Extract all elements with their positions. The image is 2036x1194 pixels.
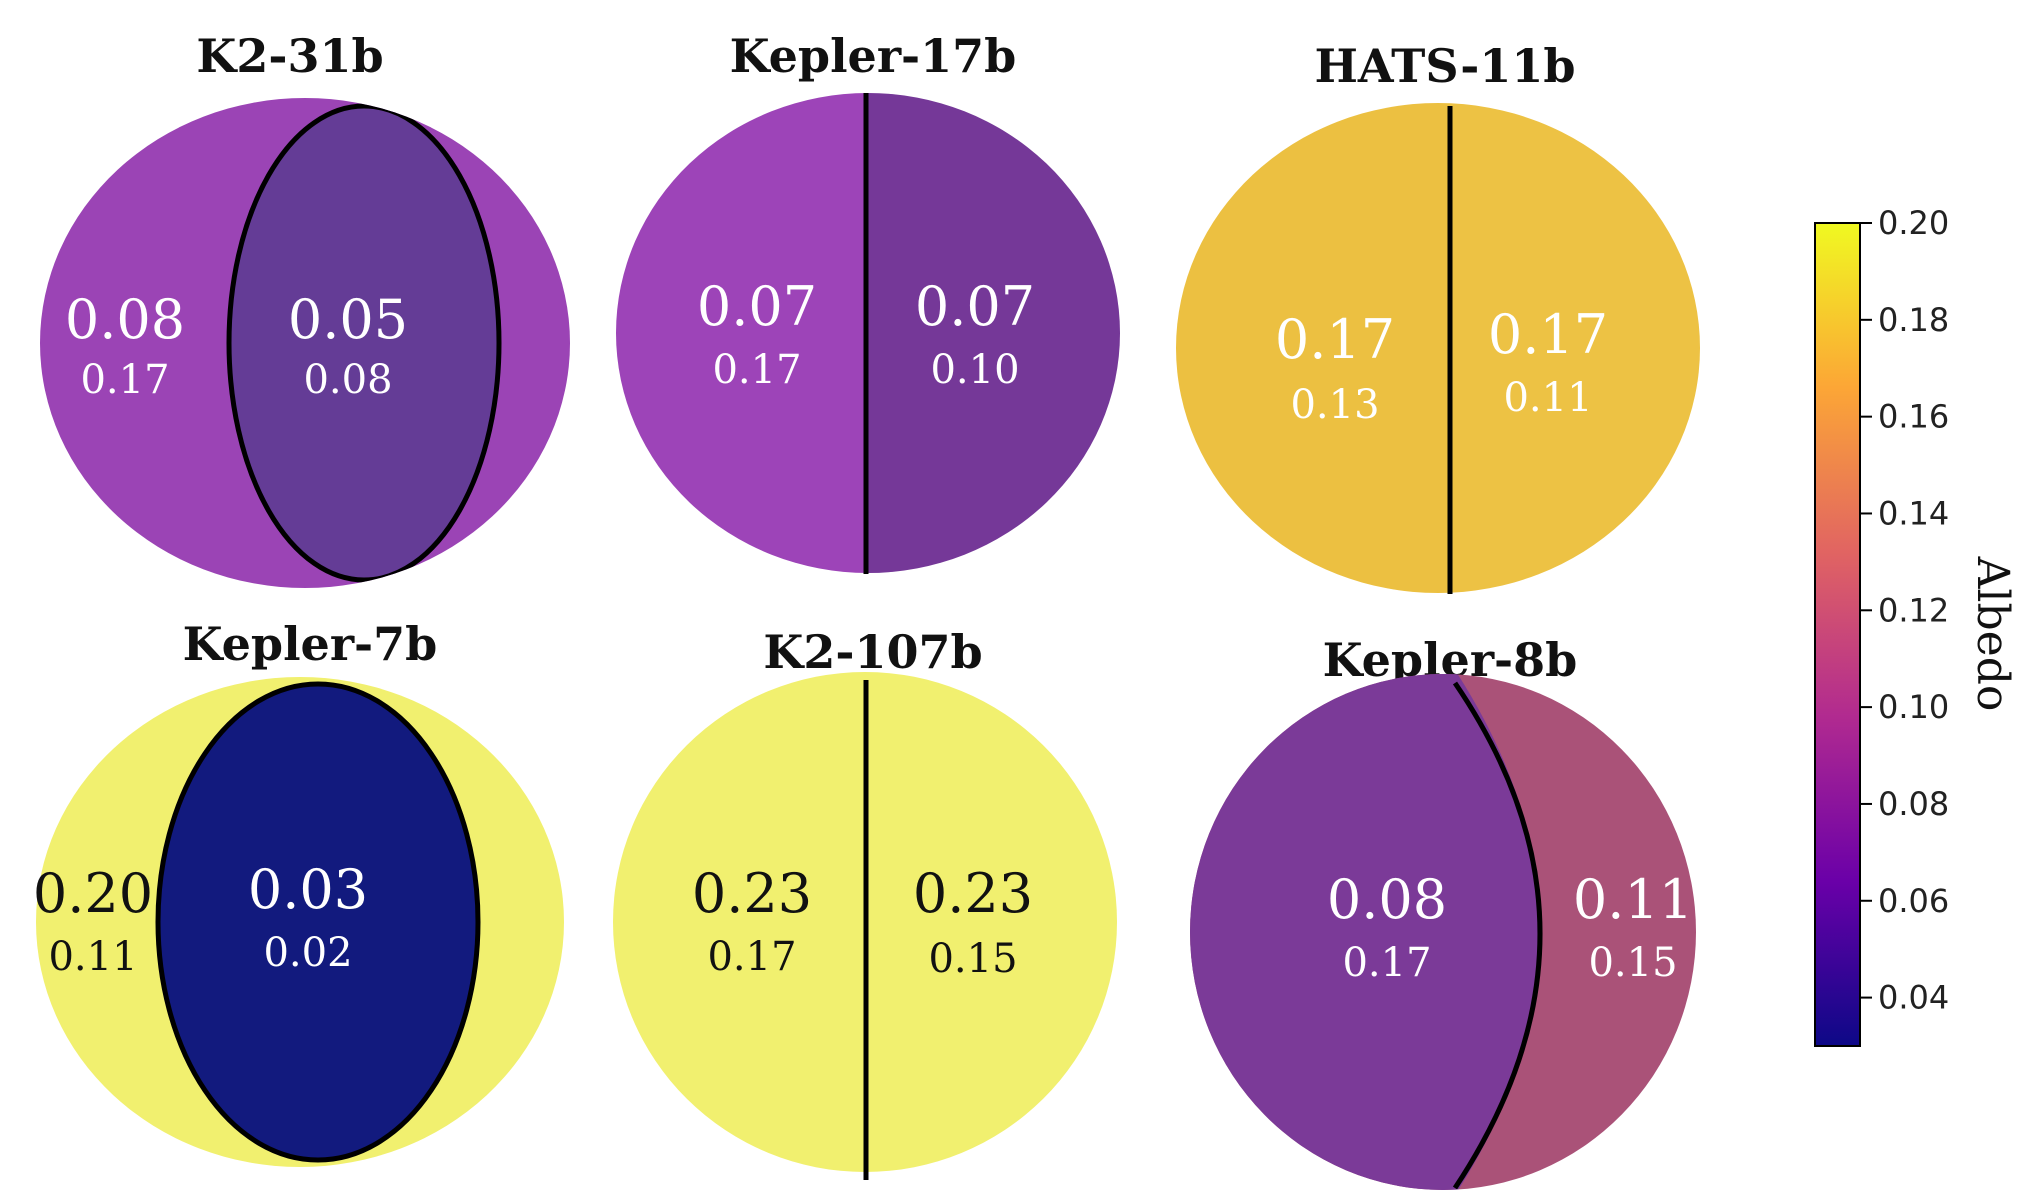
planet-panel-kepler-17b: Kepler-17b 0.07 0.17 0.07 0.10 [616, 29, 1120, 574]
colorbar-gradient [1814, 222, 1861, 1047]
planet-region-left [613, 672, 867, 1172]
region-uncertainty-right: 0.10 [930, 347, 1019, 393]
region-uncertainty-left: 0.17 [1342, 940, 1431, 986]
colorbar-tick-label: 0.18 [1878, 301, 1949, 339]
region-value-inner: 0.03 [248, 858, 368, 921]
region-uncertainty-outer: 0.11 [48, 934, 137, 980]
region-uncertainty-right: 0.11 [1503, 375, 1592, 421]
colorbar-label: Albedo [1967, 556, 2018, 712]
region-uncertainty-left: 0.17 [707, 934, 796, 980]
region-value-right: 0.23 [913, 862, 1033, 925]
planet-panel-kepler-8b: Kepler-8b 0.08 0.17 0.11 0.15 [1190, 633, 1696, 1190]
region-value-right: 0.11 [1573, 868, 1693, 931]
planet-title: Kepler-17b [730, 29, 1017, 83]
colorbar-tick-label: 0.20 [1878, 204, 1949, 242]
region-value-left: 0.08 [1327, 868, 1447, 931]
region-uncertainty-outer: 0.17 [80, 357, 169, 403]
region-value-right: 0.07 [915, 275, 1035, 338]
region-value-outer: 0.20 [33, 862, 153, 925]
region-uncertainty-left: 0.13 [1290, 382, 1379, 428]
colorbar: 0.04 0.06 0.08 0.10 0.12 0.14 0.16 0.18 0.20 Alb… [1814, 204, 2018, 1047]
region-divider [1452, 681, 1543, 1190]
region-value-outer: 0.08 [65, 288, 185, 351]
planet-region-left [1190, 674, 1540, 1190]
region-uncertainty-left: 0.17 [712, 347, 801, 393]
planet-panel-hats-11b: HATS-11b 0.17 0.13 0.17 0.11 [1176, 39, 1700, 594]
planet-title: K2-107b [763, 625, 982, 679]
region-value-inner: 0.05 [288, 288, 408, 351]
planet-panel-k2-31b: K2-31b 0.08 0.17 0.05 0.08 [40, 29, 570, 588]
colorbar-tick-label: 0.14 [1878, 494, 1949, 532]
region-value-left: 0.17 [1275, 308, 1395, 371]
planet-region-inner [155, 681, 481, 1163]
planet-title: HATS-11b [1314, 39, 1575, 93]
planet-title: Kepler-7b [183, 617, 438, 671]
planet-panel-kepler-7b: Kepler-7b 0.20 0.11 0.03 0.02 [33, 617, 564, 1167]
colorbar-tick-label: 0.10 [1878, 688, 1949, 726]
region-value-left: 0.23 [692, 862, 812, 925]
colorbar-tick-label: 0.06 [1878, 882, 1949, 920]
colorbar-ticks: 0.04 0.06 0.08 0.10 0.12 0.14 0.16 0.18 0.20 [1860, 204, 1949, 1017]
colorbar-tick-label: 0.08 [1878, 785, 1949, 823]
region-value-left: 0.07 [697, 275, 817, 338]
planet-panel-k2-107b: K2-107b 0.23 0.17 0.23 0.15 [613, 625, 1117, 1180]
planet-title: K2-31b [196, 29, 383, 83]
colorbar-tick-label: 0.04 [1878, 979, 1949, 1017]
region-uncertainty-inner: 0.08 [303, 357, 392, 403]
planet-region-right [867, 672, 1117, 1172]
region-uncertainty-right: 0.15 [1588, 940, 1677, 986]
planet-region-inner [226, 103, 502, 583]
region-uncertainty-inner: 0.02 [263, 930, 352, 976]
colorbar-tick-label: 0.16 [1878, 398, 1949, 436]
region-value-right: 0.17 [1488, 303, 1608, 366]
region-uncertainty-right: 0.15 [928, 936, 1017, 982]
colorbar-tick-label: 0.12 [1878, 591, 1949, 629]
